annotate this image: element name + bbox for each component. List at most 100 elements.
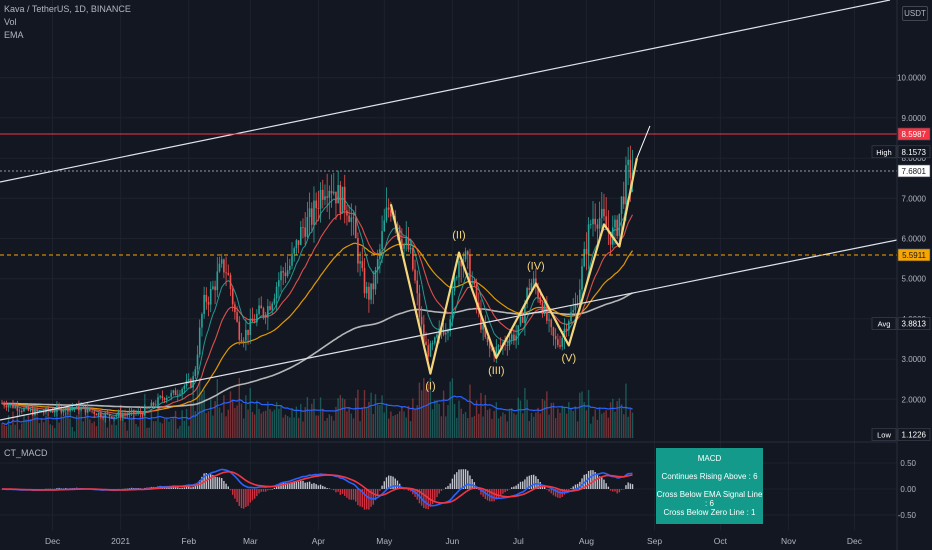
channel-upper-line[interactable]	[0, 0, 891, 183]
candle-body	[12, 403, 14, 408]
candle-body	[117, 412, 120, 416]
volume-bar	[370, 392, 372, 438]
candle-body	[412, 247, 414, 270]
price-axis-tick-label: 5.0000	[902, 275, 927, 284]
macd-histogram-bar	[438, 489, 440, 494]
candle-body	[29, 409, 32, 411]
volume-bar	[199, 378, 201, 438]
volume-bar	[574, 406, 577, 438]
volume-bar	[97, 413, 100, 438]
volume-bar	[168, 421, 170, 438]
macd-histogram-bar	[596, 474, 599, 489]
volume-bar	[135, 423, 137, 438]
macd-histogram-bar	[359, 489, 361, 507]
volume-bar	[491, 418, 493, 438]
volume-bar	[317, 415, 320, 438]
candle-body	[559, 345, 561, 347]
macd-histogram-bar	[456, 472, 458, 489]
candle-body	[537, 286, 539, 298]
currency-badge[interactable]: USDT	[902, 6, 928, 21]
volume-bar	[82, 421, 84, 438]
candle-body	[104, 413, 107, 418]
macd-histogram-bar	[225, 483, 227, 489]
candle-body	[238, 321, 241, 340]
macd-histogram-bar	[126, 488, 128, 490]
macd-histogram-bar	[631, 484, 634, 489]
candle-body	[275, 286, 278, 299]
volume-bar	[308, 410, 311, 438]
volume-bar	[95, 426, 98, 438]
volume-bar	[111, 424, 113, 438]
candle-body	[36, 409, 38, 412]
macd-histogram-bar	[273, 487, 276, 489]
volume-bar	[372, 413, 374, 438]
candle-body	[253, 321, 256, 323]
volume-bar	[240, 403, 243, 438]
macd-axis[interactable]: 0.50 0.00 -0.50	[898, 459, 917, 520]
macd-histogram-bar	[471, 479, 473, 489]
volume-bar	[438, 404, 440, 438]
candle-body	[111, 416, 113, 419]
symbol-title[interactable]: Kava / TetherUS, 1D, BINANCE	[4, 4, 131, 14]
macd-histogram-bar	[403, 488, 405, 490]
macd-histogram-bar	[379, 489, 381, 491]
volume-bar	[539, 413, 541, 438]
candle-body	[629, 159, 632, 179]
macd-pane	[1, 468, 634, 510]
macd-histogram-bar	[282, 482, 284, 489]
candle-body	[455, 277, 458, 279]
macd-histogram-bar	[324, 486, 326, 489]
volume-bar	[291, 408, 293, 438]
candle-body	[38, 411, 41, 412]
volume-bar	[423, 378, 425, 438]
volume-bar	[341, 398, 344, 438]
macd-histogram-bar	[376, 489, 379, 496]
candle-body	[565, 328, 568, 331]
candle-body	[541, 302, 544, 315]
candle-body	[528, 288, 531, 290]
time-axis[interactable]: Dec 2021 Feb Mar Apr May Jun Jul Aug Sep Oct Nov Dec	[45, 536, 863, 546]
macd-histogram-bar	[427, 489, 429, 510]
volume-indicator-label[interactable]: Vol	[4, 17, 17, 27]
time-axis-tick-label: Oct	[714, 536, 728, 546]
macd-histogram-bar	[431, 489, 434, 505]
volume-bar	[449, 381, 451, 438]
horizontal-levels[interactable]	[0, 133, 897, 256]
candle-body	[510, 334, 513, 340]
candle-body	[521, 316, 524, 323]
candle-body	[403, 244, 405, 249]
volume-bar	[352, 418, 355, 438]
trend-channel[interactable]	[0, 0, 898, 421]
channel-lower-line[interactable]	[0, 239, 898, 421]
candle-body	[9, 403, 12, 406]
elliott-wave[interactable]: (I) (II) (III) (IV) (V)	[389, 125, 651, 393]
macd-histogram-bar	[394, 478, 396, 489]
volume-bar	[524, 388, 526, 438]
candle-body	[570, 312, 572, 322]
volume-bar	[530, 412, 533, 438]
macd-histogram-bar	[322, 485, 324, 489]
volume-bar	[416, 405, 418, 438]
candle-body	[321, 189, 324, 200]
volume-bar	[605, 410, 607, 438]
candle-body	[609, 232, 612, 245]
candle-body	[409, 247, 412, 250]
candle-body	[95, 414, 98, 416]
candle-body	[365, 286, 368, 294]
macd-histogram-bar	[337, 489, 339, 492]
candle-body	[168, 396, 170, 398]
macd-histogram-bar	[286, 482, 289, 489]
macd-indicator-label[interactable]: CT_MACD	[4, 448, 48, 458]
volume-bar	[412, 398, 414, 438]
volume-bar	[482, 416, 484, 438]
ema-indicator-label[interactable]: EMA	[4, 30, 24, 40]
candle-body	[359, 261, 361, 264]
candle-body	[313, 200, 315, 225]
volume-bar	[493, 411, 495, 438]
projection-line[interactable]	[636, 125, 651, 159]
wave-path[interactable]	[389, 157, 638, 375]
macd-histogram-bar	[528, 475, 530, 489]
volume-bar	[359, 421, 361, 438]
candle-body	[124, 414, 126, 416]
volume-bar	[431, 409, 434, 438]
